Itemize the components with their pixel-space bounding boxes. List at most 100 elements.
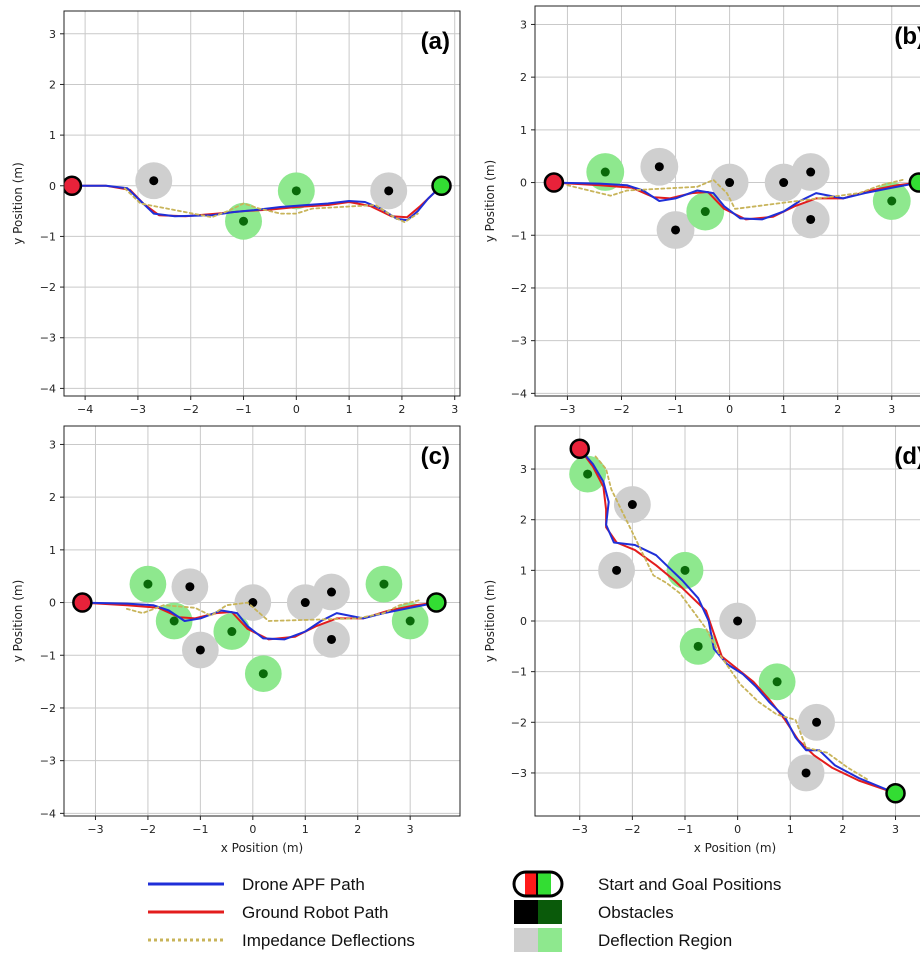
obstacle-marker bbox=[300, 598, 310, 608]
obstacle-marker bbox=[806, 167, 816, 177]
obstacle-marker bbox=[654, 162, 664, 172]
obstacle-marker bbox=[725, 178, 735, 188]
legend-label: Drone APF Path bbox=[242, 875, 365, 894]
obstacle-marker bbox=[612, 565, 622, 575]
obstacle-marker bbox=[258, 669, 268, 679]
x-tick-label: 3 bbox=[892, 823, 899, 836]
obstacle-marker bbox=[772, 677, 782, 687]
drone-path bbox=[578, 447, 897, 795]
y-tick-label: 1 bbox=[520, 564, 527, 577]
y-axis-label: y Position (m) bbox=[483, 580, 497, 663]
y-tick-label: −1 bbox=[40, 649, 56, 662]
x-tick-label: −2 bbox=[624, 823, 640, 836]
y-tick-label: 3 bbox=[49, 438, 56, 451]
obstacle-marker bbox=[326, 587, 336, 597]
x-tick-label: 1 bbox=[346, 403, 353, 416]
y-tick-label: −1 bbox=[40, 230, 56, 243]
obstacle-marker bbox=[887, 196, 897, 206]
y-tick-label: 1 bbox=[49, 129, 56, 142]
obstacle-marker bbox=[291, 186, 301, 196]
legend-swatch-a bbox=[514, 900, 538, 924]
goal-marker bbox=[426, 592, 447, 613]
obstacle-marker bbox=[671, 225, 681, 235]
x-tick-label: 0 bbox=[734, 823, 741, 836]
x-tick-label: −3 bbox=[130, 403, 146, 416]
y-tick-label: −4 bbox=[511, 387, 527, 400]
y-tick-label: −2 bbox=[40, 281, 56, 294]
legend-start-swatch-body bbox=[525, 872, 537, 896]
y-tick-label: 3 bbox=[520, 18, 527, 31]
impedance-path bbox=[594, 455, 871, 782]
panel-label: (b) bbox=[894, 23, 920, 50]
legend-label: Ground Robot Path bbox=[242, 903, 388, 922]
legend-swatch-b bbox=[538, 900, 562, 924]
start-marker bbox=[64, 175, 83, 197]
x-tick-label: 2 bbox=[354, 823, 361, 836]
panel-c: −3 −2 −1 0 1 2 3 −4 −3 −2 −1 0 1 2 3 (c) y Position (m) x… bbox=[11, 425, 461, 855]
y-axis-label: y Position (m) bbox=[11, 580, 25, 663]
y-tick-label: 3 bbox=[49, 28, 56, 41]
panel-label: (c) bbox=[421, 443, 450, 470]
x-tick-label: −3 bbox=[572, 823, 588, 836]
y-tick-label: 0 bbox=[49, 180, 56, 193]
y-tick-label: −2 bbox=[511, 716, 527, 729]
x-tick-label: −1 bbox=[192, 823, 208, 836]
obstacle-marker bbox=[326, 634, 336, 644]
x-axis-label: x Position (m) bbox=[221, 841, 304, 855]
impedance-path bbox=[566, 179, 904, 210]
x-tick-label: 0 bbox=[293, 403, 300, 416]
y-axis-label: y Position (m) bbox=[11, 162, 25, 245]
legend-swatch-b bbox=[538, 928, 562, 952]
y-tick-label: −3 bbox=[40, 332, 56, 345]
obstacle-marker bbox=[195, 645, 205, 655]
obstacle-marker bbox=[239, 216, 249, 226]
impedance-path bbox=[123, 187, 419, 224]
y-tick-label: 0 bbox=[520, 177, 527, 190]
y-tick-label: −1 bbox=[511, 229, 527, 242]
obstacle-marker bbox=[169, 616, 179, 626]
plot-area bbox=[64, 162, 452, 240]
x-tick-label: −3 bbox=[559, 403, 575, 416]
obstacle-marker bbox=[185, 582, 195, 592]
plot-area bbox=[569, 438, 906, 804]
obstacle-marker bbox=[812, 717, 822, 727]
x-tick-label: −3 bbox=[87, 823, 103, 836]
panel-b: −3 −2 −1 0 1 2 3 −4 −3 −2 −1 0 1 2 3 (b) y Position (m) bbox=[483, 5, 920, 416]
y-tick-label: −2 bbox=[40, 702, 56, 715]
y-tick-label: 2 bbox=[49, 491, 56, 504]
x-tick-label: 3 bbox=[888, 403, 895, 416]
obstacle-marker bbox=[733, 616, 743, 626]
start-marker bbox=[543, 172, 565, 193]
obstacle-marker bbox=[405, 616, 415, 626]
y-tick-label: 3 bbox=[520, 463, 527, 476]
plot-frame bbox=[534, 425, 920, 817]
obstacle-marker bbox=[384, 186, 394, 196]
y-tick-label: 1 bbox=[520, 124, 527, 137]
obstacle-marker bbox=[801, 768, 811, 778]
x-tick-label: −2 bbox=[613, 403, 629, 416]
panel-label: (a) bbox=[421, 28, 450, 55]
obstacle-marker bbox=[583, 469, 593, 479]
y-tick-label: 2 bbox=[520, 71, 527, 84]
y-tick-label: 2 bbox=[520, 514, 527, 527]
x-tick-label: 2 bbox=[398, 403, 405, 416]
goal-marker bbox=[885, 782, 906, 804]
y-tick-label: −3 bbox=[40, 755, 56, 768]
x-tick-label: −2 bbox=[140, 823, 156, 836]
y-axis-label: y Position (m) bbox=[483, 160, 497, 243]
goal-marker bbox=[908, 172, 920, 193]
y-tick-label: −4 bbox=[40, 807, 56, 820]
y-tick-label: 2 bbox=[49, 78, 56, 91]
legend-goal-swatch-body bbox=[537, 872, 551, 896]
obstacle-marker bbox=[700, 207, 710, 217]
y-tick-label: −1 bbox=[511, 666, 527, 679]
legend-label: Impedance Deflections bbox=[242, 931, 415, 950]
legend-label: Deflection Region bbox=[598, 931, 732, 950]
x-tick-label: 2 bbox=[839, 823, 846, 836]
y-tick-label: −3 bbox=[511, 335, 527, 348]
obstacle-marker bbox=[680, 565, 690, 575]
obstacle-marker bbox=[779, 178, 789, 188]
x-tick-label: 1 bbox=[780, 403, 787, 416]
legend-label: Obstacles bbox=[598, 903, 674, 922]
